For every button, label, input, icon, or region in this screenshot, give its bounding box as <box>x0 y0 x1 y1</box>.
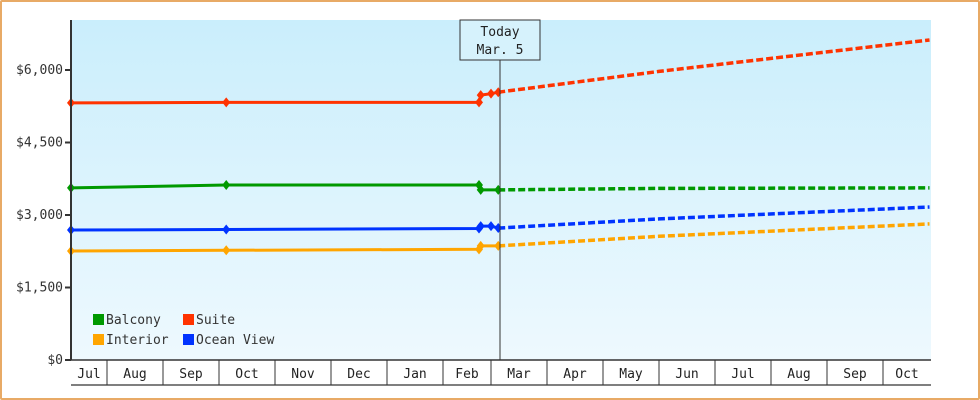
today-marker: Today Mar. 5 <box>459 19 541 360</box>
legend-item-balcony[interactable]: Balcony <box>93 313 161 328</box>
forecast-line <box>498 205 930 230</box>
data-point[interactable] <box>487 88 495 99</box>
series-suite <box>67 38 930 108</box>
forecast-line <box>497 38 930 94</box>
legend-swatch <box>183 334 194 345</box>
x-tick-label: Oct <box>895 367 918 382</box>
data-point[interactable] <box>487 221 495 232</box>
legend-item-ocean-view[interactable]: Ocean View <box>183 333 274 348</box>
x-tick-label: Sep <box>843 367 867 382</box>
y-tick-label: $3,000 <box>16 208 63 223</box>
forecast-line <box>498 222 930 248</box>
data-point[interactable] <box>475 97 483 108</box>
legend-item-suite[interactable]: Suite <box>183 313 235 328</box>
data-point[interactable] <box>222 245 231 256</box>
data-point[interactable] <box>476 240 485 251</box>
x-tick-label: Mar <box>507 367 531 382</box>
legend-swatch <box>93 334 104 345</box>
legend-label: Ocean View <box>196 333 274 348</box>
legend: Balcony Suite Interior Ocean View <box>93 313 274 348</box>
y-tick-label: $0 <box>47 353 63 368</box>
y-tick-label: $6,000 <box>16 63 63 78</box>
data-point[interactable] <box>222 224 231 235</box>
y-tick-label: $4,500 <box>16 136 63 151</box>
legend-label: Balcony <box>106 313 161 328</box>
series-layer <box>67 38 930 257</box>
series-ocean-view <box>67 205 930 235</box>
axes: $0 $1,500 $3,000 $4,500 $6,000 Jul Aug Sep Oct No… <box>16 20 931 386</box>
y-tick-label: $1,500 <box>16 281 63 296</box>
series-interior <box>67 222 930 257</box>
x-tick-label: Feb <box>455 367 479 382</box>
legend-swatch <box>93 314 104 325</box>
x-tick-label: Sep <box>179 367 203 382</box>
data-point[interactable] <box>222 180 231 191</box>
today-label: Today <box>480 25 519 40</box>
data-point[interactable] <box>476 184 485 195</box>
today-date: Mar. 5 <box>477 43 524 58</box>
x-tick-label: May <box>619 367 643 382</box>
legend-swatch <box>183 314 194 325</box>
x-tick-label: Jul <box>77 367 100 382</box>
data-point[interactable] <box>222 97 231 108</box>
legend-item-interior[interactable]: Interior <box>93 333 169 348</box>
x-tick-label: Aug <box>787 367 810 382</box>
x-tick-label: Oct <box>235 367 258 382</box>
legend-label: Interior <box>106 333 169 348</box>
x-tick-label: Jan <box>403 367 426 382</box>
x-tick-label: Dec <box>347 367 370 382</box>
x-tick-label: Jun <box>675 367 698 382</box>
x-tick-label: Jul <box>731 367 754 382</box>
x-tick-label: Nov <box>291 367 315 382</box>
forecast-line <box>498 186 930 192</box>
x-tick-label: Apr <box>563 367 587 382</box>
x-tick-label: Aug <box>123 367 146 382</box>
data-point[interactable] <box>476 90 485 101</box>
today-label-box <box>459 19 541 61</box>
data-point[interactable] <box>476 221 485 232</box>
legend-label: Suite <box>196 313 235 328</box>
